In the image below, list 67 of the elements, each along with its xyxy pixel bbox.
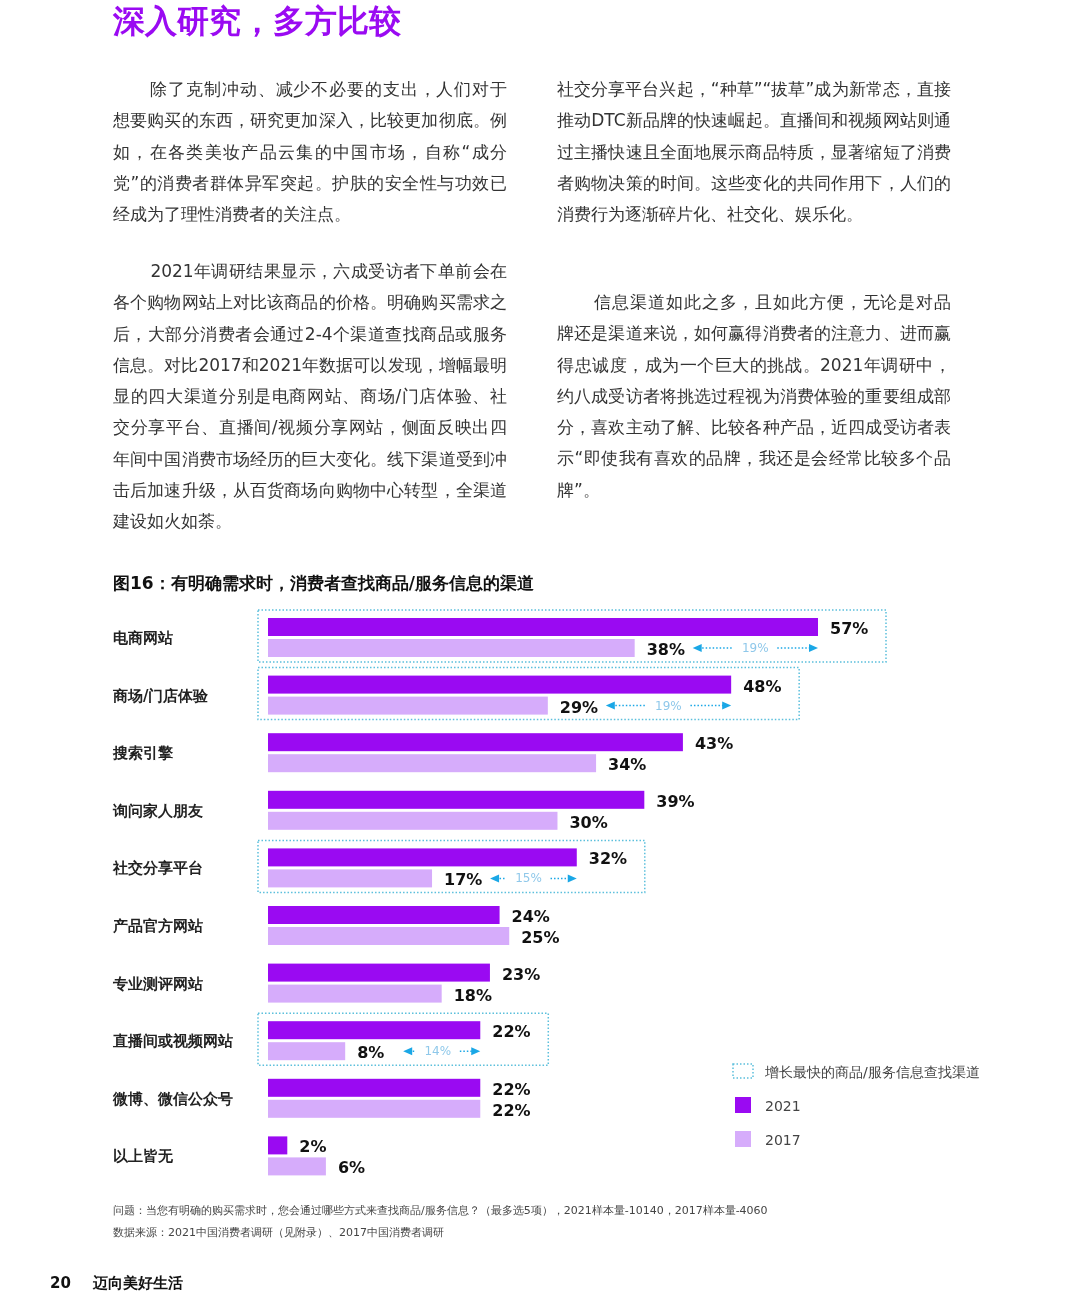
y-tick-label: 社交分享平台 — [112, 859, 203, 878]
bar — [268, 639, 635, 657]
bar — [268, 618, 818, 636]
bar — [268, 1157, 326, 1176]
bar — [268, 963, 490, 982]
data-label: 22% — [492, 1079, 531, 1099]
y-tick-label: 以上皆无 — [113, 1147, 174, 1166]
bar — [268, 811, 558, 830]
data-label: 30% — [569, 812, 608, 832]
annotation: 15% — [515, 871, 542, 886]
data-label: 23% — [501, 964, 541, 984]
text: 问题：当您有明确的购买需求时，您会通过哪些方式来查找商品/服务信息？（最多选5项），2021样本量-10140，2017样本量-4060 — [113, 1203, 768, 1218]
text: 20 — [50, 1274, 71, 1292]
data-label: 39% — [656, 791, 695, 811]
annotation: 19% — [655, 698, 682, 713]
y-tick-label: 电商网站 — [113, 629, 173, 647]
data-label: 43% — [694, 734, 734, 754]
bar — [268, 1078, 481, 1097]
data-label: 57% — [830, 619, 869, 638]
y-tick-label: 商场/门店体验 — [112, 686, 210, 705]
annotation: 14% — [424, 1044, 452, 1059]
bar — [268, 696, 548, 715]
legend-label: 2017 — [765, 1132, 801, 1148]
data-label: 38% — [646, 640, 685, 659]
data-label: 25% — [521, 928, 560, 947]
chart-title: 深入研究，多方比较 — [113, 1, 401, 42]
annotation: 增长最快的商品/服务信息查找渠道 — [764, 1064, 980, 1080]
bar — [268, 1042, 346, 1061]
y-tick-label: 询问家人朋友 — [112, 801, 203, 820]
y-tick-label: 产品官方网站 — [112, 917, 203, 935]
data-label: 32% — [588, 849, 628, 869]
bar — [268, 1136, 288, 1155]
source-note: 数据来源：2021中国消费者调研（见附录）、2017中国消费者调研 — [113, 1225, 444, 1240]
legend-label: 2021 — [765, 1098, 801, 1114]
bar — [268, 1099, 481, 1118]
bar — [268, 848, 577, 867]
data-label: 22% — [492, 1100, 531, 1120]
bar — [268, 754, 597, 773]
y-tick-label: 专业测评网站 — [112, 974, 203, 993]
y-tick-label: 微博、微信公众号 — [112, 1089, 233, 1108]
data-label: 17% — [444, 870, 483, 890]
data-label: 2% — [299, 1137, 327, 1157]
text: 社交分享平台兴起，“种草”“拔草”成为新常态，直接推动DTC新品牌的快速崛起。直播间和视频网站则通过主播快速且全面地展示商品特质，显著缩短了消费者购物决策的时间。这些变化的共同作用下，人们的消费行为逐渐碎片化、社交化、娱乐化。 — [557, 78, 951, 227]
y-tick-label: 直播间或视频网站 — [112, 1032, 233, 1051]
bar — [268, 869, 433, 888]
data-label: 8% — [357, 1043, 385, 1063]
bar — [268, 1021, 481, 1040]
data-label: 22% — [492, 1022, 531, 1042]
text: 信息渠道如此之多，且如此方便，无论是对品牌还是渠道来说，如何赢得消费者的注意力、进而赢得忠诚度，成为一个巨大的挑战。2021年调研中，约八成受访者将挑选过程视为消费体验的重要组成部分，喜欢主动了解、比较各种产品，近四成受访者表示“即使我有喜欢的品牌，我还是会经常比较多个品牌”。 — [557, 291, 951, 502]
bar — [268, 733, 683, 752]
text: 除了克制冲动、减少不必要的支出，人们对于想要购买的东西，研究更加深入，比较更加彻底。例如，在各类美妆产品云集的中国市场，自称“成分党”的消费者群体异军突起。护肤的安全性与功效已经成为了理性消费者的关注点。 — [113, 78, 507, 227]
bar — [268, 906, 500, 924]
text: 迈向美好生活 — [93, 1274, 183, 1293]
chart-subtitle: 图16：有明确需求时，消费者查找商品/服务信息的渠道 — [113, 572, 534, 595]
data-label: 48% — [743, 676, 782, 696]
bar — [268, 984, 442, 1003]
bar — [268, 790, 645, 809]
y-tick-label: 搜索引擎 — [112, 744, 174, 763]
data-label: 29% — [559, 697, 599, 717]
data-label: 34% — [608, 755, 647, 775]
bar — [268, 927, 510, 945]
annotation: 19% — [741, 641, 769, 655]
bar — [268, 675, 732, 694]
data-label: 6% — [337, 1158, 366, 1178]
data-label: 24% — [511, 907, 550, 926]
data-label: 18% — [453, 985, 492, 1005]
text: 2021年调研结果显示，六成受访者下单前会在各个购物网站上对比该商品的价格。明确购买需求之后，大部分消费者会通过2-4个渠道查找商品或服务信息。对比2017和2021年数据可以发现，增幅最明显的四大渠道分别是电商网站、商场/门店体验、社交分享平台、直播间/视频分享网站，侧面反映出四年间中国消费市场经历的巨大变化。线下渠道受到冲击后加速升级，从百货商场向购物中心转型，全渠道建设如火如荼。 — [113, 261, 507, 532]
